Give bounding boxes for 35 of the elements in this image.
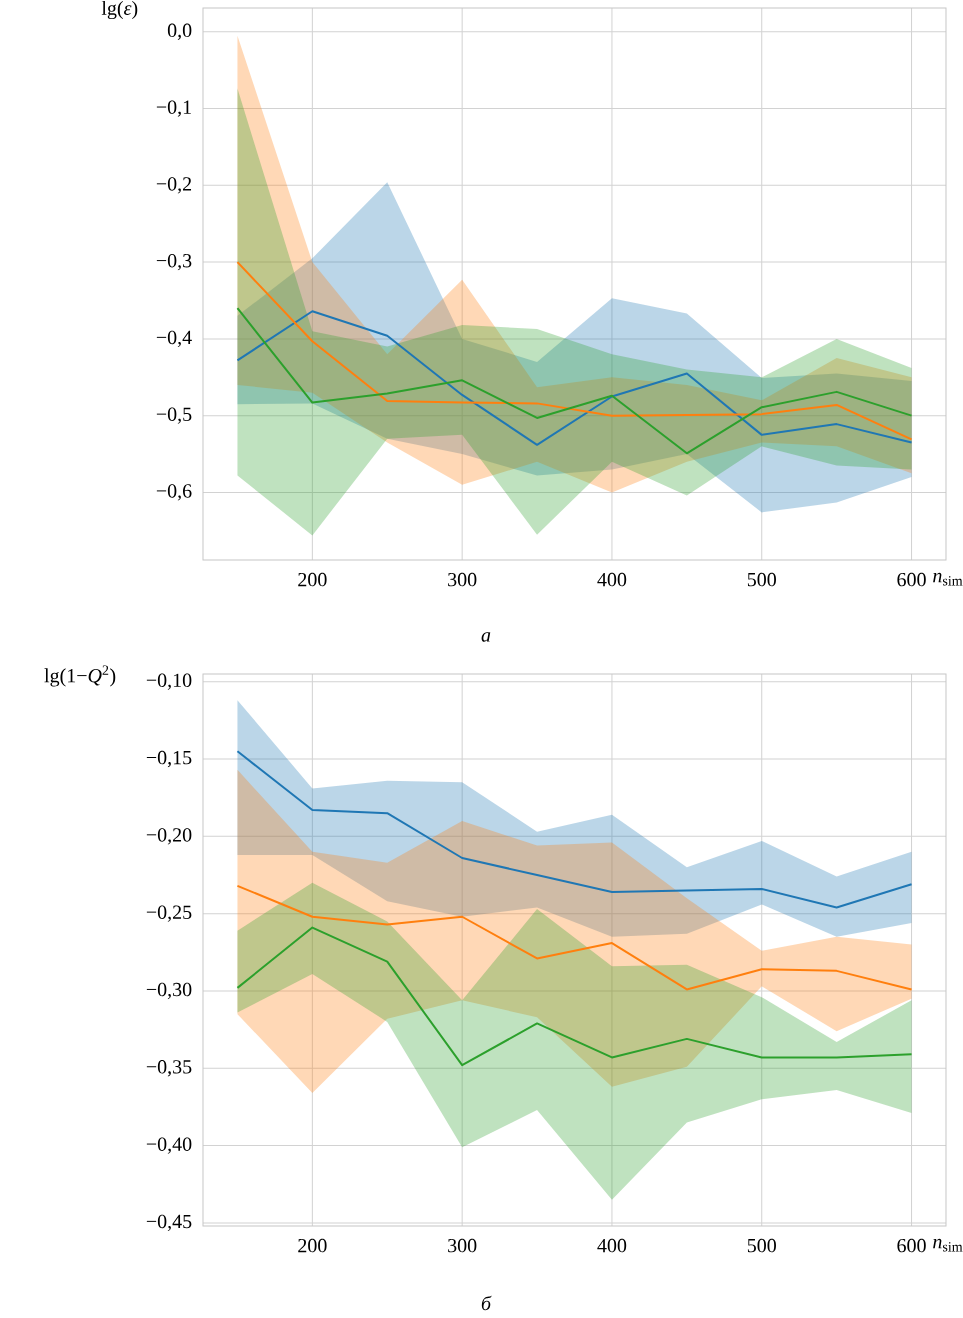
x-tick-label: 300	[448, 572, 477, 587]
x-tick-label: 200	[298, 1238, 327, 1253]
y-tick-label: −0,4	[156, 330, 192, 348]
text: б	[481, 1295, 492, 1311]
x-tick-label: 400	[597, 572, 627, 587]
y-axis-title: lg(1−Q$^{2}$)	[44, 665, 116, 687]
y-tick-label: −0,40	[146, 1137, 192, 1154]
y-tick-label: −0,3	[156, 253, 192, 271]
x-tick-label: 600	[897, 572, 926, 587]
x-tick-label: 500	[747, 1238, 776, 1253]
y-tick-label: −0,2	[156, 177, 192, 194]
line-series	[236, 926, 913, 1067]
line-series	[236, 884, 913, 991]
x-tick-label: 400	[597, 1238, 627, 1253]
x-axis-title: n$_{sim}$	[933, 1238, 963, 1252]
y-tick-label: −0,5	[156, 407, 192, 424]
x-tick-label: 200	[298, 572, 327, 587]
x-tick-label: 500	[747, 572, 776, 587]
x-tick-label: 300	[448, 1238, 477, 1253]
y-tick-label: −0,30	[146, 982, 192, 1000]
line-series	[236, 261, 913, 441]
y-tick-label: −0,35	[146, 1060, 192, 1077]
y-axis-title: lg(ε)	[101, 0, 138, 20]
y-tick-label: −0,10	[146, 673, 192, 690]
text: а	[481, 632, 491, 642]
y-tick-label: −0,25	[146, 905, 192, 922]
line-series	[236, 750, 913, 909]
y-tick-label: −0,1	[156, 100, 191, 117]
y-tick-label: −0,6	[156, 484, 192, 501]
x-tick-label: 600	[897, 1238, 926, 1253]
y-tick-label: 0,0	[167, 23, 192, 40]
y-tick-label: −0,20	[146, 828, 192, 845]
y-tick-label: −0,15	[146, 750, 192, 768]
y-tick-label: −0,45	[146, 1214, 192, 1232]
x-axis-title: n$_{sim}$	[933, 572, 963, 586]
